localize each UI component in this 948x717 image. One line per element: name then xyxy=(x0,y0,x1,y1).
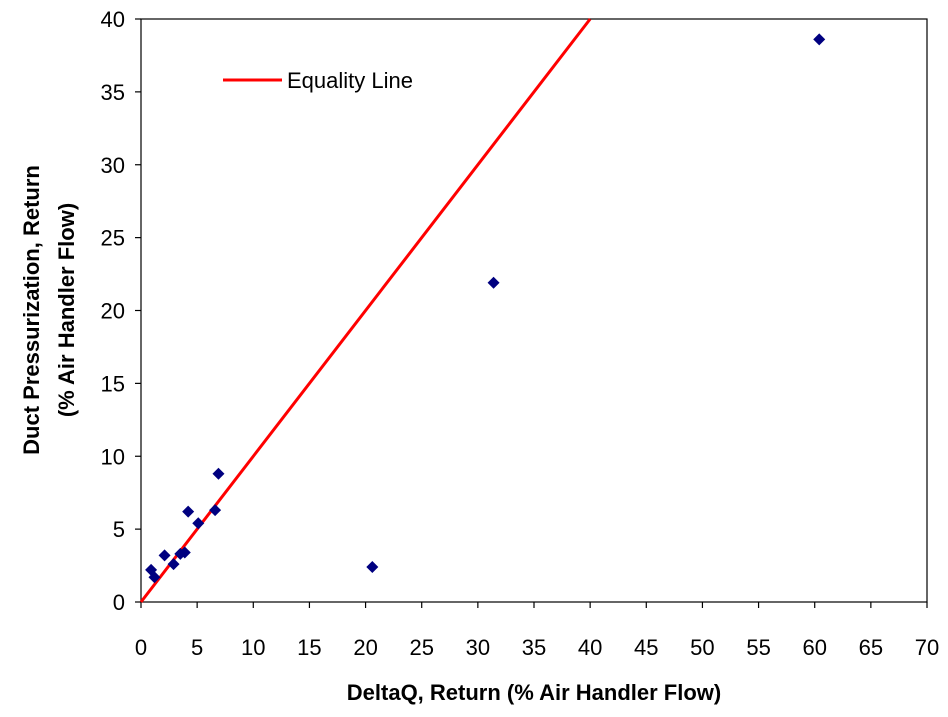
data-point xyxy=(366,561,379,574)
data-point xyxy=(813,33,826,46)
x-tick-label: 5 xyxy=(191,635,203,660)
series-layer xyxy=(139,18,826,603)
equality-line xyxy=(139,18,592,603)
y-axis-ticks: 0 5 10 15 20 25 30 35 40 xyxy=(101,7,141,615)
data-point xyxy=(167,558,180,571)
y-axis-title-line-2: (% Air Handler Flow) xyxy=(54,203,79,417)
x-tick-label: 55 xyxy=(746,635,770,660)
legend-label-equality-line: Equality Line xyxy=(287,68,413,93)
y-tick-label: 15 xyxy=(101,371,125,396)
x-tick-label: 40 xyxy=(578,635,602,660)
x-tick-label: 30 xyxy=(466,635,490,660)
x-tick-label: 25 xyxy=(409,635,433,660)
data-point xyxy=(192,517,205,530)
data-point xyxy=(178,546,191,559)
plot-area xyxy=(140,18,928,603)
x-tick-label: 45 xyxy=(634,635,658,660)
legend: Equality Line xyxy=(223,68,413,93)
x-tick-label: 65 xyxy=(859,635,883,660)
y-tick-label: 30 xyxy=(101,153,125,178)
data-point xyxy=(212,467,225,480)
y-tick-label: 40 xyxy=(101,7,125,32)
y-axis-title-line-1: Duct Pressurization, Return xyxy=(19,165,44,455)
x-tick-label: 70 xyxy=(915,635,939,660)
x-tick-label: 20 xyxy=(353,635,377,660)
x-tick-label: 35 xyxy=(522,635,546,660)
x-tick-label: 0 xyxy=(135,635,147,660)
x-axis-title: DeltaQ, Return (% Air Handler Flow) xyxy=(347,680,721,705)
x-tick-label: 10 xyxy=(241,635,265,660)
x-tick-label: 50 xyxy=(690,635,714,660)
x-tick-label: 60 xyxy=(802,635,826,660)
y-tick-label: 5 xyxy=(113,517,125,542)
data-point xyxy=(182,505,195,518)
data-point xyxy=(148,571,161,584)
data-point xyxy=(209,504,222,517)
y-tick-label: 35 xyxy=(101,80,125,105)
x-axis-ticks: 0 5 10 15 20 25 30 35 40 45 50 55 60 65 70 xyxy=(135,602,939,660)
data-point xyxy=(158,549,171,562)
y-tick-label: 0 xyxy=(113,590,125,615)
y-tick-label: 10 xyxy=(101,444,125,469)
y-tick-label: 25 xyxy=(101,226,125,251)
y-tick-label: 20 xyxy=(101,299,125,324)
x-tick-label: 15 xyxy=(297,635,321,660)
data-point xyxy=(487,276,500,289)
